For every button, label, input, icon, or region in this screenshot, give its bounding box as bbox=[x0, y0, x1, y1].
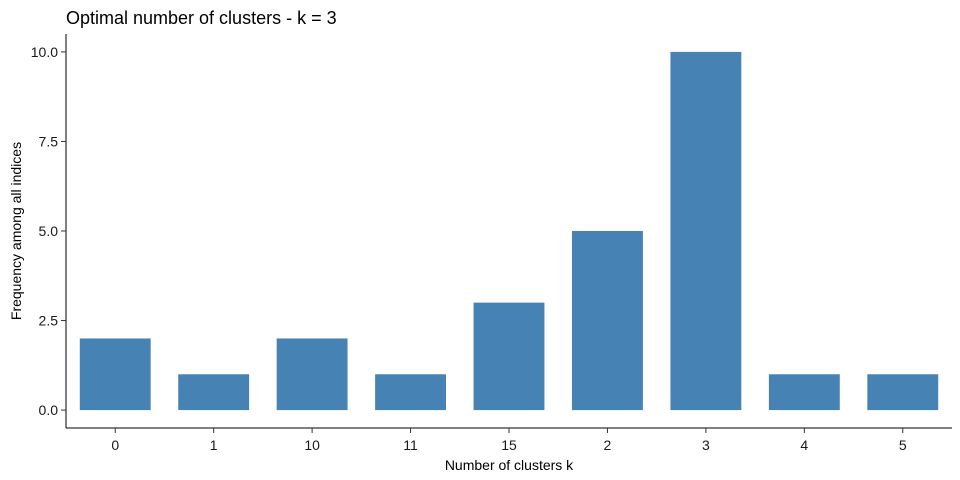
y-tick-label: 5.0 bbox=[39, 223, 59, 239]
x-tick-label: 4 bbox=[800, 437, 808, 453]
bar-15 bbox=[473, 302, 545, 411]
x-axis-title: Number of clusters k bbox=[445, 457, 574, 473]
x-tick-label: 1 bbox=[210, 437, 218, 453]
x-tick-label: 10 bbox=[304, 437, 320, 453]
y-tick-label: 2.5 bbox=[39, 313, 59, 329]
x-tick-label: 2 bbox=[604, 437, 612, 453]
chart-title: Optimal number of clusters - k = 3 bbox=[66, 8, 337, 28]
bar-2 bbox=[572, 231, 643, 411]
y-axis-title: Frequency among all indices bbox=[8, 142, 24, 320]
bars-group bbox=[79, 51, 939, 411]
bar-1 bbox=[178, 374, 250, 411]
y-tick-label: 0.0 bbox=[39, 402, 59, 418]
bar-4 bbox=[768, 374, 840, 411]
x-tick-label: 15 bbox=[501, 437, 517, 453]
bar-3 bbox=[670, 51, 742, 411]
x-tick-label: 5 bbox=[899, 437, 907, 453]
y-tick-label: 7.5 bbox=[39, 133, 59, 149]
x-tick-label: 3 bbox=[702, 437, 710, 453]
x-tick-label: 0 bbox=[111, 437, 119, 453]
x-axis: 0 1 10 11 15 2 3 4 5 bbox=[66, 427, 952, 453]
bar-11 bbox=[375, 374, 446, 411]
y-tick-label: 10.0 bbox=[31, 44, 58, 60]
bar-0 bbox=[79, 338, 151, 411]
y-axis: 0.0 2.5 5.0 7.5 10.0 bbox=[31, 34, 67, 428]
bar-5 bbox=[867, 374, 939, 411]
x-tick-label: 11 bbox=[403, 437, 418, 453]
bar-10 bbox=[276, 338, 348, 411]
